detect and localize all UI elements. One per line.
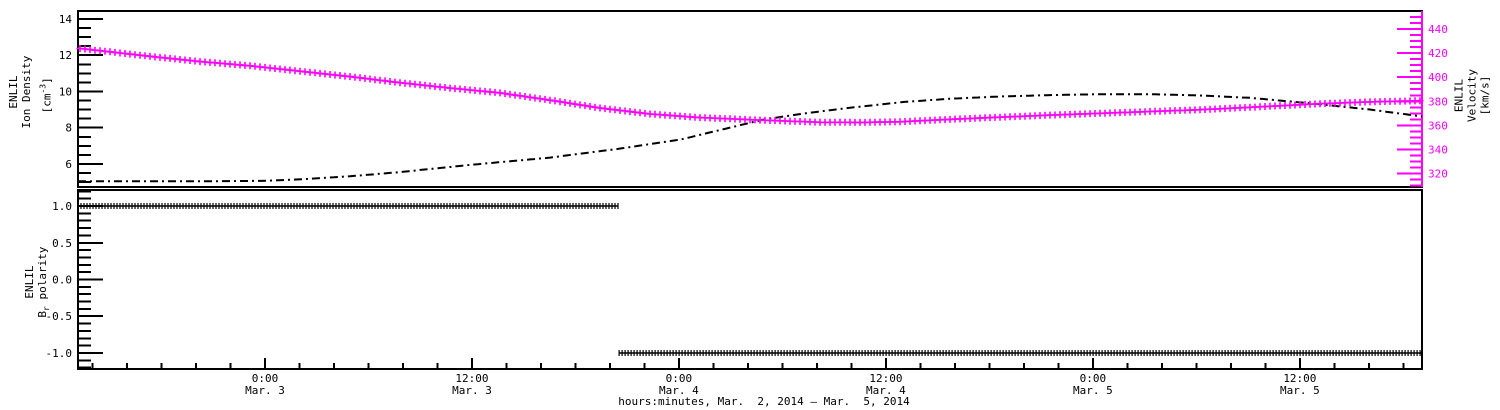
density-tick-label: 10 bbox=[59, 85, 72, 98]
time-tick-label: 12:00 bbox=[455, 372, 488, 385]
date-tick-label: Mar. 4 bbox=[866, 384, 906, 397]
density-axis-label-line2: Ion Density bbox=[20, 55, 33, 129]
density-tick-label: 8 bbox=[65, 122, 72, 135]
time-tick-label: 12:00 bbox=[869, 372, 902, 385]
velocity-axis-units: [km/s] bbox=[1478, 75, 1492, 116]
time-tick-label: 12:00 bbox=[1283, 372, 1316, 385]
density-axis-label-line1: ENLIL bbox=[7, 75, 20, 109]
velocity-tick-label: 400 bbox=[1428, 71, 1448, 84]
polarity-axis-label-line2: Br polarity bbox=[35, 246, 52, 318]
polarity-axis-label-line1: ENLIL bbox=[22, 265, 36, 299]
density-axis-units: [cm-3] bbox=[38, 77, 54, 114]
axes-boxes bbox=[77, 10, 1423, 370]
velocity-axis-ticks bbox=[1397, 11, 1423, 187]
date-tick-label: Mar. 5 bbox=[1073, 384, 1113, 397]
polarity-tick-label: -0.5 bbox=[46, 310, 73, 323]
polarity-tick-label: 1.0 bbox=[52, 200, 72, 213]
br-polarity-negative-markers bbox=[618, 350, 1421, 356]
time-tick-label: 0:00 bbox=[666, 372, 693, 385]
velocity-tick-label: 360 bbox=[1428, 119, 1448, 132]
density-tick-label: 14 bbox=[59, 13, 73, 26]
data-series bbox=[76, 45, 1424, 356]
density-tick-label: 12 bbox=[59, 49, 72, 62]
density-axis-ticks bbox=[78, 17, 103, 184]
polarity-tick-label: -1.0 bbox=[46, 347, 73, 360]
time-tick-label: 0:00 bbox=[252, 372, 279, 385]
br-polarity-positive-markers bbox=[77, 203, 619, 209]
velocity-axis-label-line1: ENLIL bbox=[1452, 78, 1466, 113]
polarity-axis-label: ENLIL Br polarity bbox=[23, 212, 53, 352]
velocity-tick-label: 340 bbox=[1428, 144, 1448, 157]
tick-labels: 6 8 10 12 14 320 340 360 380 400 420 440 -1.0 -0.5 0.0… bbox=[46, 13, 1448, 397]
velocity-axis-label: ENLIL Velocity [km/s] bbox=[1453, 36, 1492, 156]
date-tick-label: Mar. 4 bbox=[659, 384, 699, 397]
date-tick-label: Mar. 5 bbox=[1280, 384, 1320, 397]
polarity-axis-ticks bbox=[78, 190, 103, 369]
date-tick-label: Mar. 3 bbox=[452, 384, 492, 397]
velocity-axis-label-line2: Velocity bbox=[1465, 69, 1479, 122]
velocity-tick-label: 420 bbox=[1428, 47, 1448, 60]
time-axis-title: hours:minutes, Mar. 2, 2014 — Mar. 5, 20… bbox=[618, 395, 910, 408]
time-axis-ticks bbox=[91, 358, 1405, 369]
polarity-tick-label: 0.0 bbox=[52, 274, 72, 287]
date-tick-label: Mar. 3 bbox=[245, 384, 285, 397]
velocity-tick-label: 320 bbox=[1428, 168, 1448, 181]
time-tick-label: 0:00 bbox=[1080, 372, 1107, 385]
density-tick-label: 6 bbox=[65, 158, 72, 171]
velocity-plus-markers bbox=[76, 45, 1424, 126]
polarity-tick-label: 0.5 bbox=[52, 237, 72, 250]
velocity-tick-label: 380 bbox=[1428, 95, 1448, 108]
density-axis-label: ENLIL Ion Density bbox=[7, 32, 33, 152]
velocity-tick-label: 440 bbox=[1428, 23, 1448, 36]
